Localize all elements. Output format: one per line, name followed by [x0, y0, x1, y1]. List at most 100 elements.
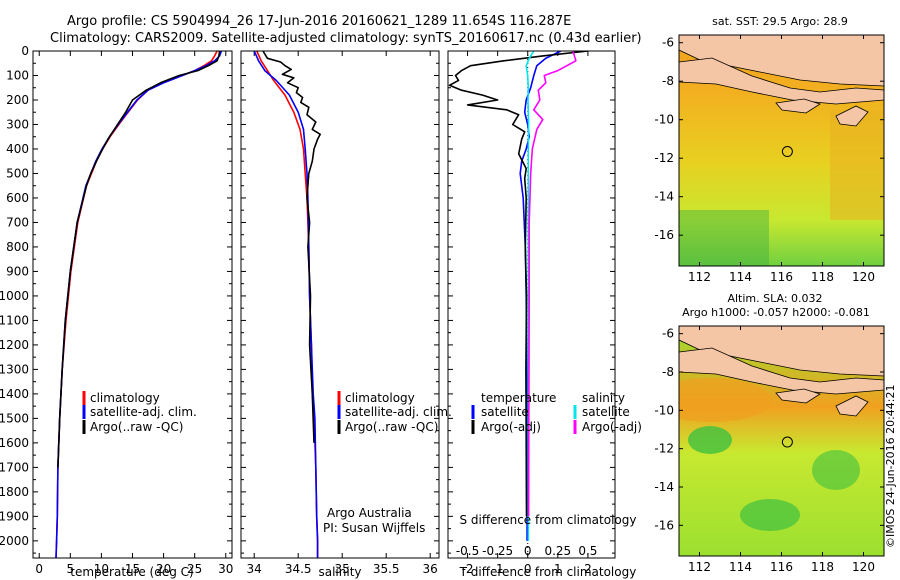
salinity-xtick-label: 35	[335, 562, 350, 576]
sla-map-lon-tick-label: 114	[729, 560, 752, 574]
difference-s-tick-label: -0.25	[482, 544, 513, 558]
temperature-panel: 0 5 10 15 20 25 300100200300400500600700800900…	[0, 44, 233, 579]
difference-xtick-label: 0	[524, 562, 532, 576]
lesser-sunda-islands-land	[679, 57, 884, 105]
difference-xtick-label: 2	[584, 562, 592, 576]
salinity-panel: 34 34.5 35 35.5 36 salinity climatology sate…	[240, 50, 452, 579]
depth-tick-label: 1400	[0, 387, 29, 401]
sla-map-lon-tick-label: 120	[852, 560, 875, 574]
sla-high-anomaly	[679, 378, 772, 422]
legend-heading-salinity: salinity	[582, 391, 625, 405]
temperature-xtick-label: 5	[66, 562, 74, 576]
temperature-axes-frame	[32, 50, 233, 559]
difference-t-xlabel: T difference from climatology	[459, 565, 637, 579]
sst-map-lat-tick-label: -8	[662, 74, 674, 88]
difference-s-tick-label: 0	[524, 544, 532, 558]
difference-series-s-argo-adj	[527, 51, 577, 517]
difference-panel: -2 -1 0 1 2 S difference from climatology -0…	[447, 50, 642, 579]
depth-tick-label: 1700	[0, 460, 29, 474]
sla-low-anomaly	[812, 450, 860, 490]
sla-map-lat-tick-label: -12	[654, 442, 674, 456]
difference-xtick-label: -1	[492, 562, 504, 576]
legend-label-climatology: climatology	[345, 391, 415, 405]
sumba-island-land	[775, 388, 821, 404]
sst-map-lon-tick-label: 116	[770, 270, 793, 284]
temperature-xtick-label: 20	[156, 562, 171, 576]
difference-legend: temperature satellite Argo(-adj) salinit…	[471, 391, 642, 434]
sst-map-ticks: 112 114 116 118 120 -6 -8 -10 -12 -14 -16	[654, 35, 884, 284]
depth-tick-label: 1100	[0, 313, 29, 327]
sla-map-lat-tick-label: -8	[662, 365, 674, 379]
temperature-xlabel: temperature (deg C)	[70, 565, 193, 579]
sst-map-lon-tick-label: 120	[852, 270, 875, 284]
temperature-series-satellite-adj-clim	[55, 51, 223, 558]
legend-label-t-argo: Argo(-adj)	[481, 420, 541, 434]
depth-tick-label: 2000	[0, 534, 29, 548]
depth-tick-label: 1300	[0, 362, 29, 376]
temperature-ticks: 0 5 10 15 20 25 300100200300400500600700800900…	[0, 44, 233, 576]
difference-ticks: -2 -1 0 1 2	[448, 50, 615, 576]
temperature-legend: climatology satellite-adj. clim. Argo(..…	[82, 391, 197, 434]
sst-map-lon-tick-label: 112	[688, 270, 711, 284]
sla-map-title-2: Argo h1000: -0.057 h2000: -0.081	[682, 306, 870, 319]
salinity-xtick-label: 36	[423, 562, 438, 576]
sla-low-anomaly	[688, 426, 732, 454]
depth-tick-label: 800	[6, 240, 29, 254]
sla-map-lon-tick-label: 118	[811, 560, 834, 574]
legend-heading-temperature: temperature	[481, 391, 556, 405]
argo-location-marker	[781, 146, 793, 158]
difference-series-s-satellite	[525, 51, 535, 541]
difference-xtick-label: -2	[462, 562, 474, 576]
depth-tick-label: 1200	[0, 338, 29, 352]
annotation-pi: PI: Susan Wijffels	[323, 521, 425, 535]
depth-tick-label: 1500	[0, 411, 29, 425]
depth-tick-label: 100	[6, 68, 29, 82]
salinity-xtick-label: 34.5	[285, 562, 312, 576]
imos-timestamp: ©IMOS 24-Jun-2016 20:44:21	[884, 384, 897, 548]
difference-series-t-argo-adj	[448, 51, 588, 517]
temperature-xtick-label: 10	[94, 562, 109, 576]
salinity-series-argo-raw-qc	[262, 51, 322, 443]
sla-map-lat-tick-label: -6	[662, 327, 674, 341]
depth-tick-label: 200	[6, 93, 29, 107]
difference-axes-frame	[447, 50, 616, 559]
depth-tick-label: 700	[6, 215, 29, 229]
salinity-series	[253, 51, 322, 558]
legend-label-s-argo: Argo(-adj)	[582, 420, 642, 434]
sst-map-lat-tick-label: -16	[654, 228, 674, 242]
timor-island-land	[835, 105, 869, 127]
legend-label-t-satellite: satellite	[481, 405, 529, 419]
timor-island-land	[835, 395, 869, 417]
difference-s-ticklabels: -0.5 -0.25 0 0.25 0.5	[456, 544, 598, 558]
sla-map-lat-tick-label: -10	[654, 403, 674, 417]
salinity-xtick-label: 35.5	[373, 562, 400, 576]
depth-tick-label: 600	[6, 191, 29, 205]
depth-tick-label: 900	[6, 264, 29, 278]
title-line-1: Argo profile: CS 5904994_26 17-Jun-2016 …	[67, 14, 571, 29]
sla-map-lon-tick-label: 116	[770, 560, 793, 574]
sla-map-field	[679, 326, 884, 556]
legend-label-argo: Argo(..raw -QC)	[345, 420, 438, 434]
sla-map-lat-tick-label: -16	[654, 518, 674, 532]
sla-map: Altim. SLA: 0.032 Argo h1000: -0.057 h20…	[654, 292, 885, 574]
lesser-sunda-islands-land	[679, 347, 884, 395]
sla-map-title-1: Altim. SLA: 0.032	[727, 292, 822, 305]
salinity-series-satellite-adj-clim	[253, 51, 319, 558]
difference-s-tick-label: 0.25	[544, 544, 571, 558]
temperature-series-argo-raw-qc	[57, 51, 221, 468]
depth-tick-label: 0	[21, 44, 29, 58]
difference-series	[448, 51, 588, 541]
salinity-axes-frame	[240, 50, 440, 559]
sla-map-ticks: 112 114 116 118 120 -6 -8 -10 -12 -14 -16	[654, 326, 884, 574]
depth-tick-label: 1800	[0, 485, 29, 499]
salinity-xlabel: salinity	[318, 565, 361, 579]
argo-location-marker	[781, 436, 793, 448]
depth-tick-label: 1600	[0, 436, 29, 450]
difference-s-xlabel: S difference from climatology	[460, 513, 637, 527]
sumba-island-land	[775, 98, 821, 114]
sst-map-field	[679, 35, 884, 266]
depth-tick-label: 1000	[0, 289, 29, 303]
sst-map-lon-tick-label: 114	[729, 270, 752, 284]
sst-map: sat. SST: 29.5 Argo: 28.9 112 114 116 118 12…	[654, 15, 885, 284]
